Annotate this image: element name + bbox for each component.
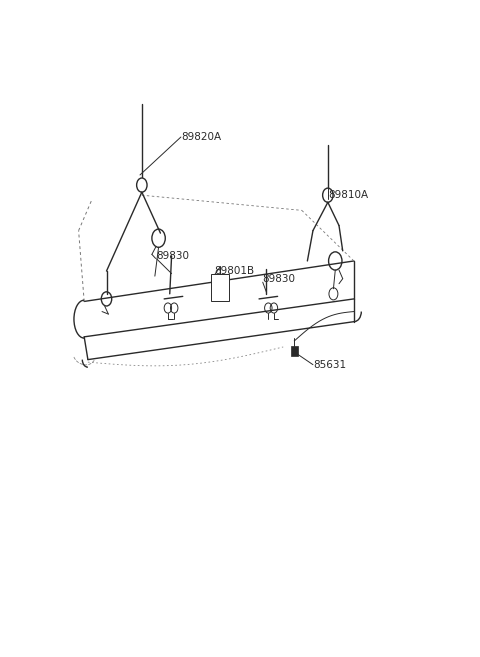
Text: 89830: 89830 — [263, 274, 296, 284]
Text: 89801B: 89801B — [215, 266, 254, 276]
Text: 89820A: 89820A — [181, 132, 221, 142]
Text: 85631: 85631 — [313, 359, 346, 370]
Text: 89830: 89830 — [156, 251, 190, 261]
Text: 89810A: 89810A — [328, 190, 368, 200]
Bar — [211, 273, 229, 302]
Bar — [291, 346, 298, 355]
